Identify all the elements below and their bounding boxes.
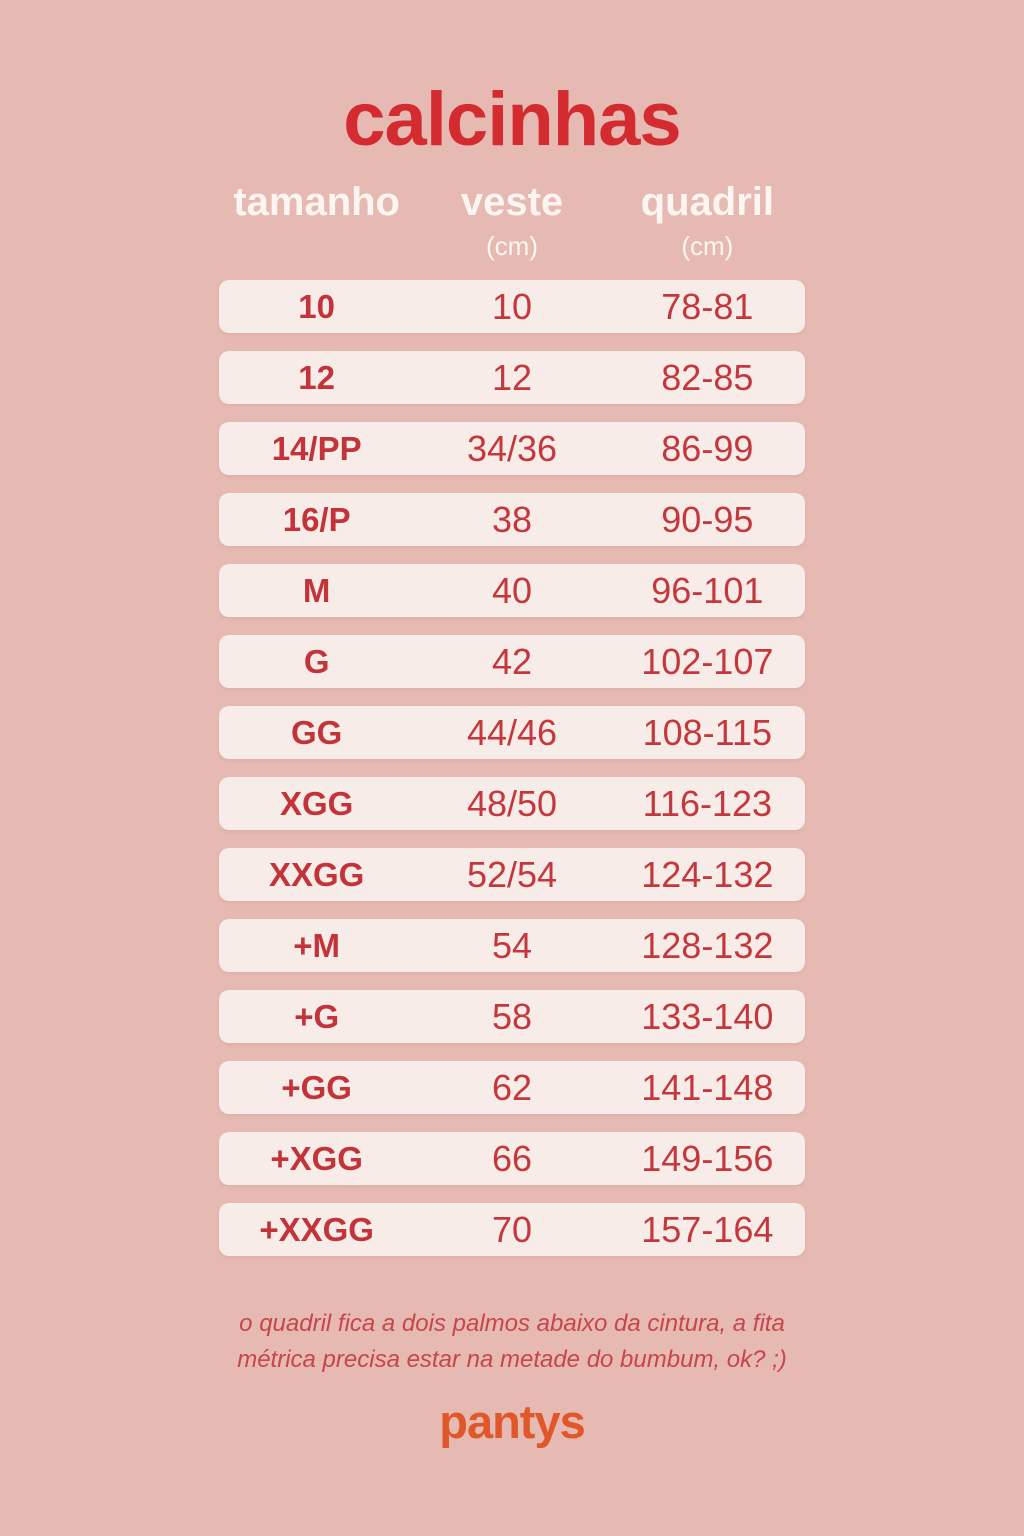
cell-quadril: 82-85	[661, 356, 754, 398]
column-header-veste: veste (cm)	[414, 182, 609, 259]
column-label-quadril: quadril	[640, 180, 774, 224]
column-unit-tamanho	[219, 233, 414, 259]
cell-quadril: 116-123	[642, 782, 773, 824]
table-row: 12 12 82-85	[219, 351, 805, 404]
cell-tamanho: +G	[294, 998, 340, 1035]
cell-tamanho: XXGG	[268, 856, 365, 893]
cell-veste: 44/46	[466, 711, 558, 753]
column-label-veste: veste	[460, 180, 564, 224]
cell-tamanho: +XXGG	[259, 1211, 374, 1248]
cell-tamanho: 16/P	[282, 501, 351, 538]
cell-veste: 42	[491, 640, 533, 682]
cell-quadril: 149-156	[641, 1137, 774, 1179]
note-line-2: métrica precisa estar na metade do bumbu…	[237, 1346, 787, 1373]
column-unit-veste: (cm)	[486, 231, 538, 261]
table-row: M 40 96-101	[219, 564, 805, 617]
cell-veste: 66	[491, 1137, 533, 1179]
table-row: +XGG 66 149-156	[219, 1132, 805, 1185]
table-row: 16/P 38 90-95	[219, 493, 805, 546]
cell-quadril: 96-101	[651, 569, 764, 611]
table-row: +G 58 133-140	[219, 990, 805, 1043]
note-line-1: o quadril fica a dois palmos abaixo da c…	[239, 1310, 785, 1337]
brand-logo: pantys	[439, 1395, 586, 1448]
cell-veste: 54	[491, 924, 533, 966]
cell-tamanho: 12	[298, 359, 336, 396]
table-row: +M 54 128-132	[219, 919, 805, 972]
page-title: calcinhas	[343, 77, 681, 162]
cell-quadril: 133-140	[641, 995, 774, 1037]
cell-quadril: 108-115	[642, 711, 773, 753]
cell-quadril: 157-164	[641, 1208, 774, 1250]
cell-quadril: 128-132	[641, 924, 774, 966]
column-label-tamanho: tamanho	[233, 180, 400, 224]
cell-veste: 12	[491, 356, 533, 398]
cell-quadril: 86-99	[661, 427, 754, 469]
cell-quadril: 90-95	[661, 498, 754, 540]
table-row: XGG 48/50 116-123	[219, 777, 805, 830]
cell-tamanho: G	[303, 643, 330, 680]
cell-veste: 52/54	[466, 853, 558, 895]
cell-quadril: 141-148	[641, 1066, 774, 1108]
cell-tamanho: GG	[290, 714, 343, 751]
cell-veste: 70	[491, 1208, 533, 1250]
table-row: 14/PP 34/36 86-99	[219, 422, 805, 475]
table-header: tamanho veste (cm) quadril (cm)	[219, 182, 805, 259]
cell-veste: 62	[491, 1066, 533, 1108]
measurement-note: o quadril fica a dois palmos abaixo da c…	[0, 1306, 1024, 1378]
cell-tamanho: 14/PP	[271, 430, 362, 467]
cell-quadril: 102-107	[641, 640, 774, 682]
cell-veste: 40	[491, 569, 533, 611]
cell-tamanho: XGG	[279, 785, 354, 822]
cell-veste: 38	[491, 498, 533, 540]
cell-tamanho: 10	[298, 288, 336, 325]
table-row: G 42 102-107	[219, 635, 805, 688]
cell-tamanho: +XGG	[270, 1140, 363, 1177]
cell-tamanho: M	[302, 572, 331, 609]
cell-veste: 48/50	[466, 782, 558, 824]
size-table: 10 10 78-81 12 12 82-85 14/PP 34/36 86-9…	[219, 280, 805, 1256]
table-row: +GG 62 141-148	[219, 1061, 805, 1114]
table-row: GG 44/46 108-115	[219, 706, 805, 759]
table-row: XXGG 52/54 124-132	[219, 848, 805, 901]
cell-tamanho: +GG	[281, 1069, 352, 1106]
column-unit-quadril: (cm)	[681, 231, 734, 261]
cell-veste: 58	[491, 995, 533, 1037]
cell-tamanho: +M	[293, 927, 341, 964]
column-header-tamanho: tamanho	[219, 182, 414, 259]
column-header-quadril: quadril (cm)	[610, 182, 805, 259]
cell-veste: 34/36	[466, 427, 558, 469]
cell-quadril: 78-81	[661, 285, 754, 327]
table-row: +XXGG 70 157-164	[219, 1203, 805, 1256]
table-row: 10 10 78-81	[219, 280, 805, 333]
cell-veste: 10	[491, 285, 533, 327]
cell-quadril: 124-132	[641, 853, 774, 895]
